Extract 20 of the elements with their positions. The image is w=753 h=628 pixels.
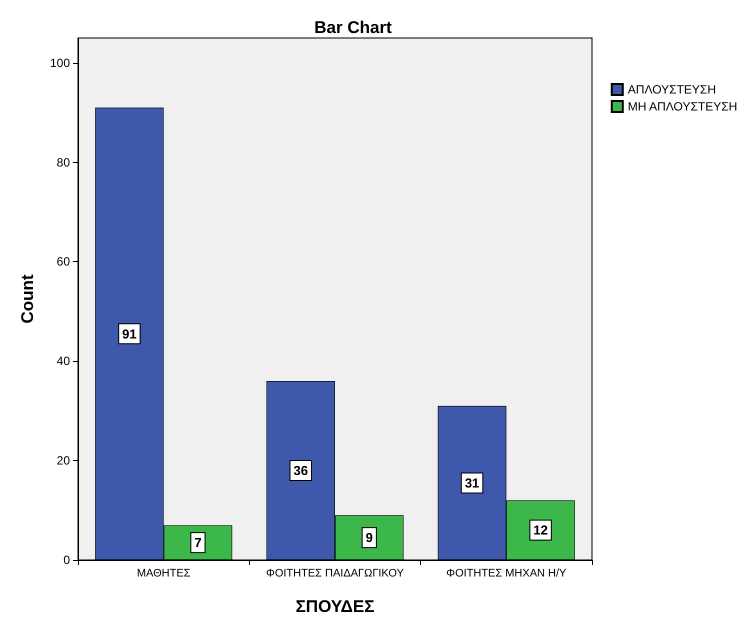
y-tick-label: 60 (56, 254, 70, 269)
legend-label: ΑΠΛΟΥΣΤΕΥΣΗ (628, 82, 716, 96)
data-label: 12 (533, 522, 548, 538)
x-tick-label: ΜΑΘΗΤΕΣ (136, 568, 191, 580)
data-label: 91 (122, 326, 137, 342)
data-label: 31 (464, 475, 480, 490)
x-tick-label: ΦΟΙΤΗΤΕΣ ΠΑΙΔΑΓΩΓΙΚΟΥ (266, 568, 405, 580)
y-axis-title: Count (18, 274, 37, 324)
y-tick-label: 80 (56, 155, 70, 170)
data-label: 7 (194, 535, 202, 550)
data-label: 36 (294, 463, 308, 478)
data-label: 9 (366, 530, 373, 546)
y-tick-label: 100 (50, 56, 70, 70)
y-tick-label: 20 (56, 454, 70, 468)
y-tick-label: 0 (63, 553, 70, 567)
legend-label: ΜΗ ΑΠΛΟΥΣΤΕΥΣΗ (628, 100, 738, 114)
x-tick-label: ΦΟΙΤΗΤΕΣ ΜΗΧΑΝ Η/Υ (446, 568, 568, 580)
x-axis-title: ΣΠΟΥΔΕΣ (296, 597, 374, 616)
y-tick-label: 40 (56, 354, 70, 368)
chart-title: Bar Chart (314, 18, 392, 37)
